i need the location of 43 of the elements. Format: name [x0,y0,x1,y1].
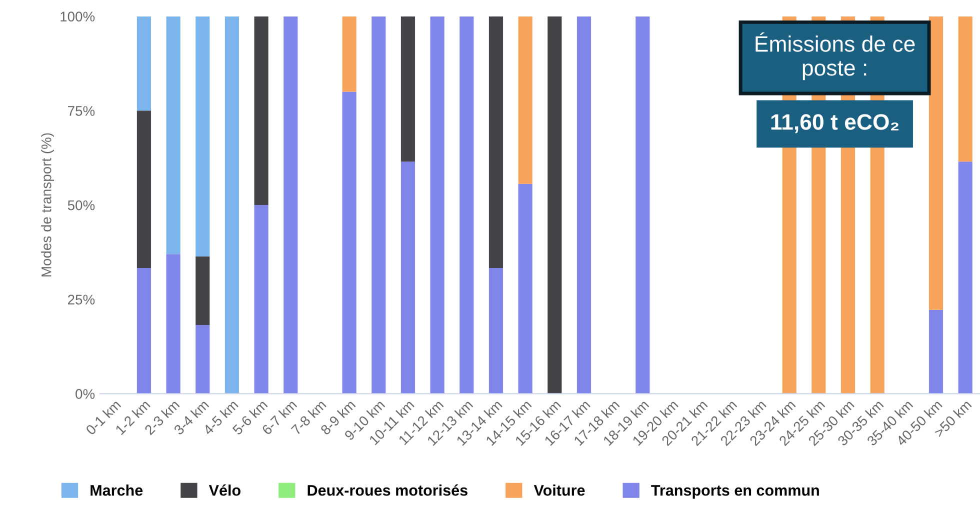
bar [518,16,532,184]
y-axis-title: Modes de transport (%) [41,133,54,276]
bar [400,16,416,162]
bar [488,16,504,268]
bar [636,16,650,394]
bar [224,16,240,394]
legend-label: Voiture [534,484,585,496]
y-tick-label: 25% [68,294,95,305]
bar [196,16,210,256]
bar [400,162,416,394]
bar [372,16,386,394]
annotation: Émissions de ce poste : [756,32,915,80]
bar [488,268,504,394]
bar [342,92,356,394]
annotation: 11,60 t eCO₂ [771,114,898,134]
bar [196,256,210,326]
bar [342,16,356,92]
bar [958,162,972,394]
bar [958,16,972,162]
bar [928,16,944,310]
legend-label: Deux-roues motorisés [308,484,468,496]
bar [254,205,268,394]
bar [136,268,151,394]
bar [928,310,944,394]
bar [136,16,151,111]
legend-label: Vélo [208,484,240,496]
bar [166,16,180,254]
bar [460,16,474,394]
bar [254,16,268,206]
bar [518,184,532,394]
bar [576,16,592,394]
bar [548,16,562,394]
legend-label: Transports en commun [651,485,819,499]
bar [284,16,298,394]
y-tick-label: 50% [68,200,95,210]
legend-label: Marche [90,484,143,496]
bar [430,16,444,394]
y-tick-label: 0% [76,389,95,399]
y-tick-label: 75% [68,106,95,116]
y-tick-label: 100% [60,12,95,22]
bar [196,325,210,394]
bar [166,254,180,394]
bar [136,110,151,268]
